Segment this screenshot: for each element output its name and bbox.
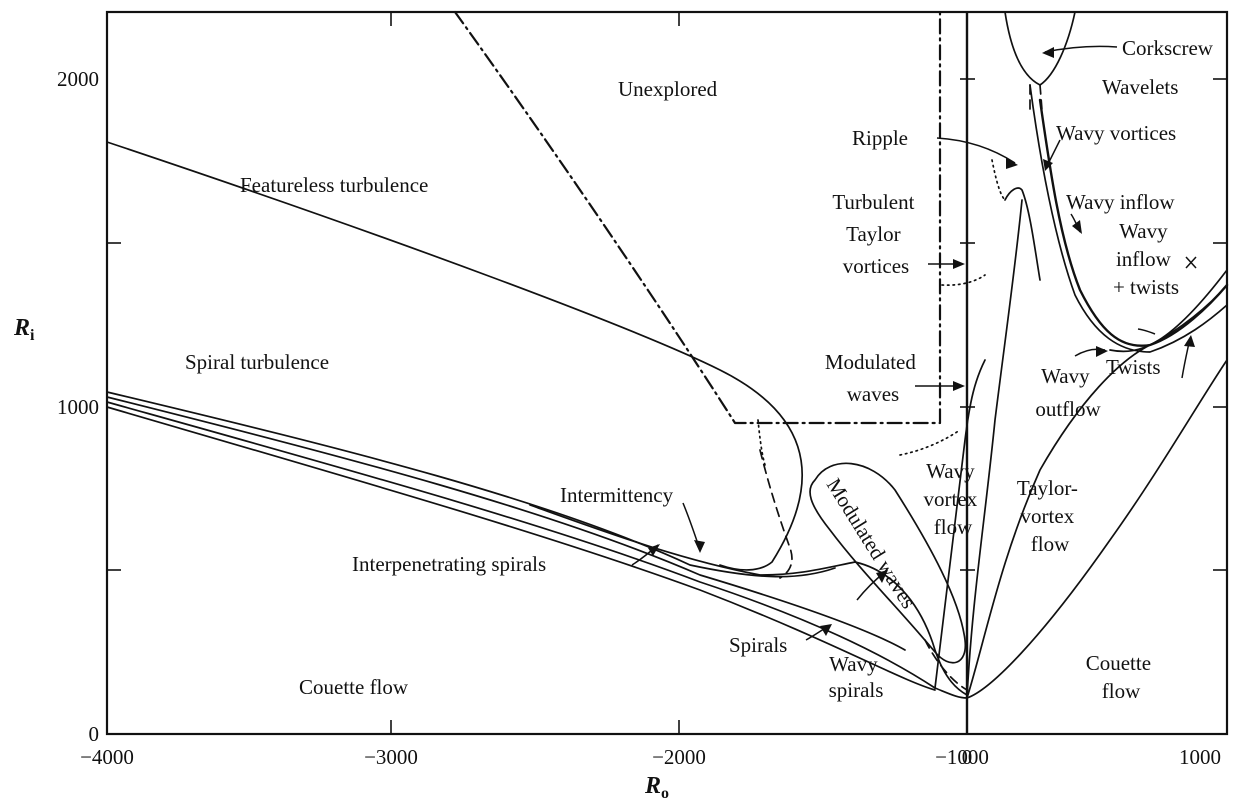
featureless-turbulence-boundary	[106, 141, 804, 571]
x-axis-ticks	[390, 12, 1227, 735]
label-modulated-waves-rotated: Modulated waves	[822, 474, 921, 613]
wavy-vortex-boundary	[966, 199, 1023, 699]
wavy-spirals-boundary	[106, 406, 936, 691]
label-wavy-spirals: Wavy spirals	[829, 652, 884, 702]
modulated-waves-loop	[809, 462, 967, 664]
spirals-boundary	[106, 401, 936, 689]
dotted-turbulent-taylor	[941, 274, 986, 286]
center-axis	[960, 12, 975, 734]
y-tick-0: 0	[89, 722, 100, 746]
plot-frame	[105, 10, 1229, 736]
dotted-turbulence-extension	[757, 419, 766, 466]
label-unexplored: Unexplored	[618, 77, 718, 101]
y-axis-ticks	[107, 78, 1227, 571]
spiral-turbulence-boundary-1	[106, 391, 836, 578]
label-taylor-vortex-flow: Taylor- vortex flow	[1017, 476, 1083, 556]
intermittency-boundary	[529, 504, 968, 696]
label-wavy-inflow-twists: Wavy inflow + twists	[1113, 219, 1179, 299]
label-wavy-outflow: Wavy outflow	[1035, 364, 1101, 421]
dotted-modulated-extension	[899, 429, 961, 456]
label-twists: Twists	[1106, 355, 1161, 379]
label-spiral-turbulence: Spiral turbulence	[185, 350, 329, 374]
label-couette-flow-right: Couette flow	[1086, 651, 1157, 703]
y-tick-1000: 1000	[57, 395, 99, 419]
ripple-curve	[1004, 187, 1041, 281]
dashed-couette	[924, 639, 968, 691]
couette-boundary-inner	[966, 284, 1228, 699]
spiral-turbulence-boundary-2	[106, 396, 906, 651]
label-arrows	[631, 45, 1197, 641]
x-tick-0: 0	[962, 745, 973, 769]
dashed-turbulence-extension	[759, 449, 793, 579]
label-wavy-inflow: Wavy inflow	[1066, 190, 1175, 214]
label-turbulent-taylor-vortices: Turbulent Taylor vortices	[832, 190, 919, 278]
wavy-inflow-curve	[1038, 98, 1229, 347]
y-axis-title: Ri	[13, 315, 35, 344]
label-couette-flow-left: Couette flow	[299, 675, 409, 699]
y-tick-2000: 2000	[57, 67, 99, 91]
unexplored-boundary	[453, 10, 942, 425]
label-wavy-vortex-flow: Wavy vortex flow	[924, 459, 983, 539]
x-axis-title: Ro	[644, 773, 669, 802]
label-spirals: Spirals	[729, 633, 787, 657]
x-tick-1000: 1000	[1179, 745, 1221, 769]
wavy-outflow-curve	[1109, 269, 1228, 353]
x-tick-minus-2000: −2000	[652, 745, 706, 769]
label-wavelets: Wavelets	[1102, 75, 1178, 99]
x-tick-minus-3000: −3000	[364, 745, 418, 769]
label-corkscrew: Corkscrew	[1122, 36, 1214, 60]
label-wavy-vortices: Wavy vortices	[1056, 121, 1176, 145]
label-modulated-waves: Modulated waves	[825, 350, 921, 406]
x-tick-minus-4000: −4000	[80, 745, 134, 769]
label-intermittency: Intermittency	[560, 483, 674, 507]
couette-boundary	[934, 359, 1228, 699]
label-ripple: Ripple	[852, 126, 908, 150]
wavy-inflow-twists-curve	[1029, 84, 1228, 353]
label-interpenetrating-spirals: Interpenetrating spirals	[352, 552, 546, 576]
dotted-ripple	[991, 159, 1006, 201]
corkscrew-dashed	[1029, 84, 1043, 111]
x-tick-minus-1000: −1000	[935, 745, 989, 769]
label-featureless-turbulence: Featureless turbulence	[240, 173, 428, 197]
modulated-waves-right	[934, 359, 986, 689]
